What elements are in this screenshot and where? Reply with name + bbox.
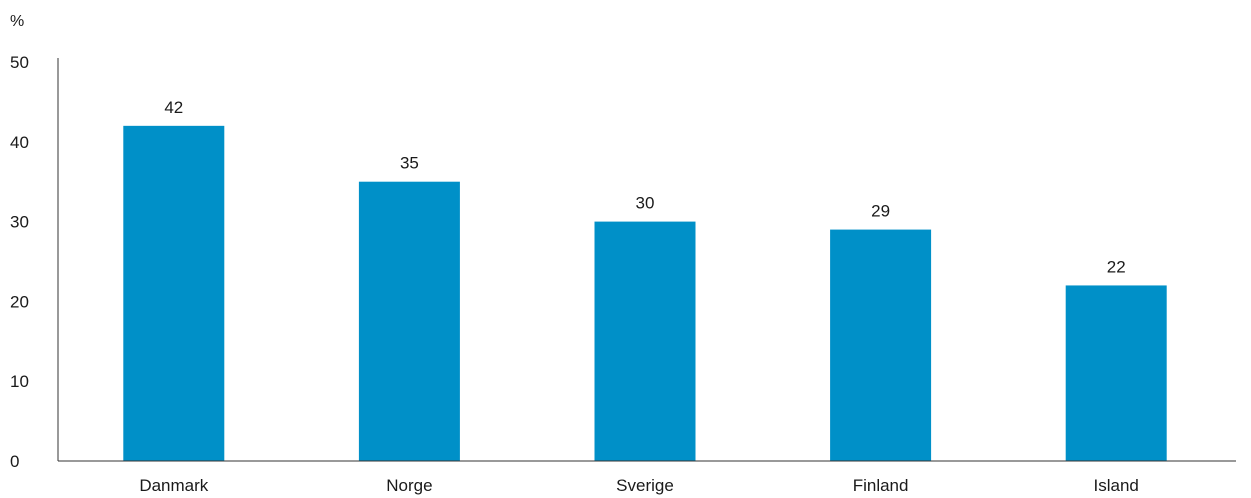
x-category-label: Norge (386, 476, 432, 495)
y-tick-label: 0 (10, 452, 19, 471)
bar-value-label: 30 (636, 194, 655, 213)
bar (1065, 285, 1167, 461)
bar-value-label: 29 (871, 202, 890, 221)
y-tick-label: 50 (10, 53, 29, 72)
x-axis-labels: Danmark Norge Sverige Finland Island (139, 476, 1139, 495)
bar-value-label: 42 (164, 98, 183, 117)
bars (123, 125, 1167, 461)
y-axis-unit-label: % (10, 13, 24, 30)
x-category-label: Danmark (139, 476, 208, 495)
bar (123, 125, 225, 461)
x-category-label: Finland (853, 476, 909, 495)
x-category-label: Island (1094, 476, 1139, 495)
data-labels: 42 35 30 29 22 (164, 98, 1125, 277)
bar (358, 181, 460, 461)
y-tick-label: 10 (10, 372, 29, 391)
x-category-label: Sverige (616, 476, 674, 495)
bar-value-label: 35 (400, 154, 419, 173)
bar (830, 229, 932, 461)
bar-value-label: 22 (1107, 257, 1126, 276)
bar (594, 221, 696, 461)
y-tick-label: 20 (10, 292, 29, 311)
y-tick-label: 30 (10, 213, 29, 232)
y-tick-label: 40 (10, 133, 29, 152)
y-axis-ticks: 0 10 20 30 40 50 (10, 53, 29, 471)
